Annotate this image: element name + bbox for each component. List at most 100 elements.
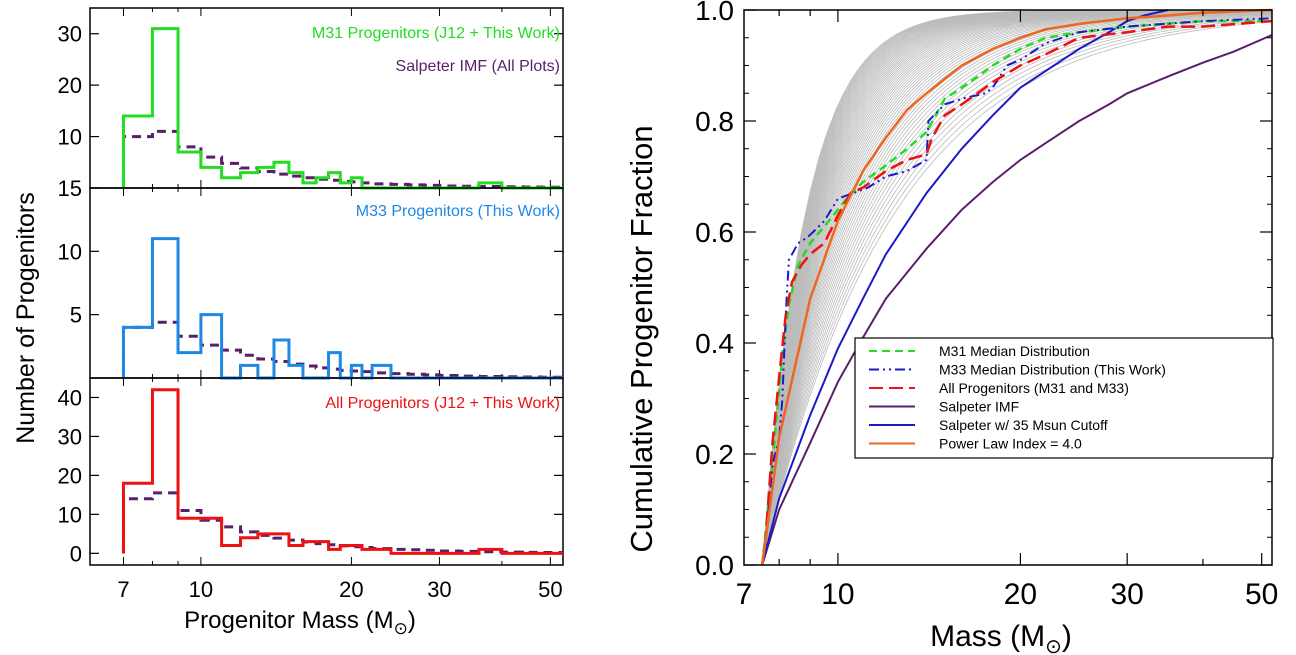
cumulative-axes: 0.0 0.2 0.4 0.6 0.8 1.0 7 10 20 30 50 xyxy=(695,0,1278,611)
mc-curve xyxy=(761,9,1272,566)
cum-xtick-label: 7 xyxy=(736,578,753,611)
hist-frame-all xyxy=(89,377,564,566)
hist-ytick-label-all: 20 xyxy=(58,463,82,488)
mc-curve xyxy=(761,9,1272,566)
salpeter-step-m33 xyxy=(121,320,563,379)
mc-curve xyxy=(761,9,1272,566)
cumulative-curves xyxy=(760,8,1273,566)
hist-ytick-label-m33: 15 xyxy=(58,176,82,201)
hist-ytick-label-all: 0 xyxy=(70,541,82,566)
cum-xlabel-text: Mass (M xyxy=(930,620,1045,653)
hist-xtick-label: 50 xyxy=(538,577,562,602)
mc-curve xyxy=(761,13,1272,566)
hist-xtick-label: 7 xyxy=(117,577,129,602)
cum-ytick-label: 0.8 xyxy=(695,106,734,137)
legend-label: All Progenitors (M31 and M33) xyxy=(939,380,1129,396)
hist-ytick-label-m33: 5 xyxy=(70,303,82,328)
mc-curve xyxy=(761,9,1272,566)
cum-xtick-label: 10 xyxy=(821,578,854,611)
hist-ylabel: Number of Progenitors xyxy=(12,192,40,444)
mc-curve xyxy=(761,10,1272,566)
mc-curve xyxy=(761,10,1272,566)
legend: M31 Median Distribution M33 Median Distri… xyxy=(854,337,1274,459)
cum-xlabel-sun: ⊙ xyxy=(1045,636,1062,655)
svg-text:Progenitor Mass (M⊙): Progenitor Mass (M⊙) xyxy=(184,607,416,638)
hist-ytick-label-m31: 20 xyxy=(58,73,82,98)
hist-ytick-label-m31: 10 xyxy=(58,125,82,150)
hist-label-salpeter: Salpeter IMF (All Plots) xyxy=(396,58,560,75)
mc-curve xyxy=(761,11,1272,566)
legend-label: M33 Median Distribution (This Work) xyxy=(939,362,1166,378)
cum-ytick-label: 1.0 xyxy=(695,0,734,26)
hist-ytick-label-all: 40 xyxy=(58,385,82,410)
histogram-all: 0 10 20 30 40 xyxy=(58,377,564,566)
mc-curve xyxy=(761,21,1272,566)
legend-label: Salpeter w/ 35 Msun Cutoff xyxy=(939,417,1108,433)
mc-curve xyxy=(761,17,1272,566)
mc-curve xyxy=(761,9,1272,566)
mc-curve xyxy=(761,9,1272,566)
cum-xlabel: Mass (M⊙) xyxy=(930,620,1072,655)
mc-curve xyxy=(761,10,1272,566)
mc-curve xyxy=(761,11,1272,566)
mc-curve xyxy=(761,14,1272,566)
mc-curve xyxy=(761,9,1272,566)
mc-curve xyxy=(761,12,1272,566)
monte-carlo-curves xyxy=(761,9,1272,566)
hist-ytick-label-m33: 10 xyxy=(58,239,82,264)
mc-curve xyxy=(761,9,1272,566)
mc-curve xyxy=(761,9,1272,566)
histogram-panels: 10 20 30 5 10 15 0 10 20 30 40 M31 Progenitors (… xyxy=(12,7,564,638)
hist-xtick-label: 20 xyxy=(339,577,363,602)
mc-curve xyxy=(761,10,1272,566)
mc-curve xyxy=(761,16,1272,566)
mc-curve xyxy=(761,11,1272,566)
cumulative-panel: 0.0 0.2 0.4 0.6 0.8 1.0 7 10 20 30 50 Cumulative P… xyxy=(624,0,1278,655)
hist-xtick-label: 30 xyxy=(427,577,451,602)
mc-curve xyxy=(761,15,1272,566)
mc-curve xyxy=(761,9,1272,566)
mc-curve xyxy=(761,12,1272,566)
mc-curve xyxy=(761,9,1272,566)
mc-curve xyxy=(761,9,1272,566)
mc-curve xyxy=(761,13,1272,566)
mc-curve xyxy=(761,10,1272,566)
series-line-1 xyxy=(761,17,1273,566)
mc-curve xyxy=(761,9,1272,566)
mc-curve xyxy=(761,9,1272,566)
legend-label: Salpeter IMF xyxy=(939,399,1019,415)
series-line-4 xyxy=(761,9,1169,566)
hist-label-middle: M33 Progenitors (This Work) xyxy=(356,203,560,220)
mc-curve xyxy=(761,9,1272,566)
mc-curve xyxy=(761,9,1272,566)
mc-curve xyxy=(761,9,1272,566)
hist-label-top: M31 Progenitors (J12 + This Work) xyxy=(312,25,560,42)
cum-ytick-label: 0.4 xyxy=(695,328,734,359)
hist-x-ticks: 7 10 20 30 50 xyxy=(117,577,562,602)
salpeter-step-m31 xyxy=(121,129,563,189)
legend-label: M31 Median Distribution xyxy=(939,343,1090,359)
mc-curve xyxy=(761,9,1272,566)
hist-xlabel-sun: ⊙ xyxy=(394,619,408,638)
mc-curve xyxy=(761,10,1272,566)
cum-ytick-label: 0.2 xyxy=(695,439,734,470)
mc-curve xyxy=(761,11,1272,566)
mc-curve xyxy=(761,9,1272,566)
series-line-2 xyxy=(760,19,1273,566)
hist-ytick-label-m31: 30 xyxy=(58,22,82,47)
mc-curve xyxy=(761,14,1272,566)
hist-step-m31 xyxy=(121,27,563,190)
series-line-3 xyxy=(761,34,1273,566)
mc-curve xyxy=(761,10,1272,566)
mc-curve xyxy=(761,9,1272,566)
cum-ytick-label: 0.0 xyxy=(695,550,734,581)
hist-ytick-label-all: 30 xyxy=(58,424,82,449)
cum-ytick-label: 0.6 xyxy=(695,217,734,248)
mc-curve xyxy=(761,10,1272,566)
cum-xlabel-close: ) xyxy=(1062,620,1072,653)
cum-xtick-label: 50 xyxy=(1245,578,1278,611)
mc-curve xyxy=(761,9,1272,566)
mc-curve xyxy=(761,9,1272,566)
mc-curve xyxy=(761,9,1272,566)
mc-curve xyxy=(761,9,1272,566)
